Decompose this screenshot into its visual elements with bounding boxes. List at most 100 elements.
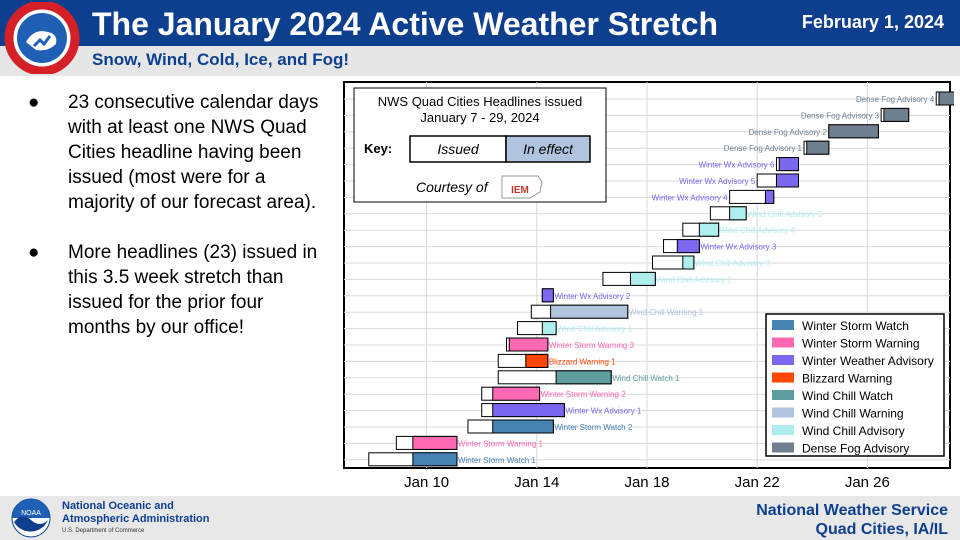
legend-entry: Dense Fog Advisory — [802, 442, 909, 456]
x-tick-label: Jan 10 — [404, 474, 449, 491]
in-effect-bar — [629, 271, 656, 286]
bar-label: Wind Chill Watch 1 — [612, 374, 680, 383]
legend-swatch — [772, 442, 794, 453]
bar-label: Blizzard Warning 1 — [549, 357, 616, 366]
legend-swatch — [772, 390, 794, 400]
key-issued-label: Issued — [437, 141, 479, 157]
page-subtitle: Snow, Wind, Cold, Ice, and Fog! — [92, 50, 350, 69]
chart-subtitle: January 7 - 29, 2024 — [420, 110, 539, 125]
key-in-effect-label: In effect — [523, 141, 574, 157]
bullet-text: 23 consecutive calendar days with at lea… — [68, 92, 319, 213]
in-effect-bar — [492, 403, 565, 418]
footer-bar — [0, 496, 960, 540]
in-effect-bar — [525, 353, 549, 368]
legend-entry: Wind Chill Watch — [802, 389, 893, 403]
bar-label: Dense Fog Advisory 2 — [749, 128, 828, 137]
in-effect-bar — [541, 321, 557, 336]
bar-label: Winter Wx Advisory 6 — [698, 161, 775, 170]
courtesy-label: Courtesy of — [416, 179, 490, 195]
in-effect-bar — [828, 124, 879, 139]
in-effect-bar — [764, 189, 775, 204]
noaa-name: National Oceanic and Atmospheric Adminis… — [62, 500, 210, 526]
bar-label: Winter Storm Watch 2 — [554, 423, 632, 432]
in-effect-bar — [550, 304, 629, 319]
in-effect-bar — [883, 107, 910, 122]
bar-label: Wind Chill Advisory 2 — [656, 275, 732, 284]
noaa-logo-icon: NOAA — [11, 498, 51, 538]
bar-label: Winter Storm Warning 1 — [458, 439, 544, 448]
in-effect-bar — [676, 239, 700, 254]
legend-entry: Wind Chill Advisory — [802, 424, 905, 438]
in-effect-bar — [938, 91, 954, 106]
bullet-list: ● 23 consecutive calendar days with at l… — [28, 90, 328, 365]
x-tick-label: Jan 18 — [624, 474, 669, 491]
nws-line1: National Weather Service — [756, 502, 948, 519]
bar-label: Dense Fog Advisory 4 — [856, 95, 935, 104]
legend-swatch — [772, 425, 794, 435]
legend-box — [765, 313, 945, 457]
bullet-item: ● 23 consecutive calendar days with at l… — [28, 90, 328, 215]
bar-label: Wind Chill Advisory 4 — [720, 226, 796, 235]
nws-office: National Weather Service Quad Cities, IA… — [756, 501, 948, 539]
bullet-marker: ● — [28, 242, 40, 263]
in-effect-bar — [806, 140, 830, 155]
bar-label: Winter Storm Watch 1 — [458, 456, 536, 465]
legend-swatch — [772, 337, 794, 348]
noaa-line1: National Oceanic and — [62, 500, 174, 512]
bar-label: Winter Wx Advisory 5 — [679, 177, 756, 186]
bar-label: Dense Fog Advisory 1 — [724, 144, 803, 153]
legend-swatch — [772, 407, 794, 418]
bar-label: Winter Storm Warning 2 — [541, 390, 627, 399]
legend-entry: Blizzard Warning — [802, 372, 892, 386]
key-issued-swatch — [409, 135, 507, 163]
in-effect-bar — [492, 419, 554, 434]
bar-label: Winter Wx Advisory 4 — [652, 193, 729, 202]
in-effect-bar — [412, 435, 458, 450]
in-effect-bar — [729, 206, 747, 221]
x-tick-label: Jan 26 — [845, 474, 890, 491]
legend-entry: Winter Storm Warning — [802, 337, 920, 351]
iem-logo-icon — [501, 175, 543, 199]
page-title: The January 2024 Active Weather Stretch — [92, 6, 719, 42]
chart-title: NWS Quad Cities Headlines issued — [378, 94, 582, 109]
in-effect-bar — [682, 255, 695, 270]
noaa-logo-text: NOAA — [21, 510, 41, 517]
key-label: Key: — [364, 141, 392, 156]
bar-label: Wind Chill Advisory 1 — [557, 325, 633, 334]
bar-label: Dense Fog Advisory 3 — [801, 111, 880, 120]
legend-entry: Winter Storm Watch — [802, 319, 909, 333]
bar-label: Wind Chill Advisory 5 — [747, 210, 823, 219]
headline-gantt-chart: Jan 10 Jan 14 Jan 18 Jan 22 Jan 26 Winter Sto… — [343, 81, 954, 491]
bar-label: Winter Storm Warning 3 — [549, 341, 635, 350]
x-tick-label: Jan 22 — [735, 474, 780, 491]
bullet-item: ● More headlines (23) issued in this 3.5… — [28, 240, 328, 340]
legend-entry: Wind Chill Warning — [802, 407, 904, 421]
legend-swatch — [772, 320, 794, 330]
legend-swatch — [772, 355, 794, 365]
in-effect-bar — [698, 222, 720, 237]
bar-label: Winter Wx Advisory 1 — [565, 407, 642, 416]
bar-label: Winter Wx Advisory 2 — [554, 292, 631, 301]
nws-line2: Quad Cities, IA/IL — [815, 521, 948, 538]
in-effect-bar — [778, 157, 799, 172]
noaa-department: U.S. Department of Commerce — [62, 528, 145, 534]
noaa-line2: Atmospheric Administration — [62, 513, 210, 525]
in-effect-bar — [775, 173, 799, 188]
iem-logo-text: IEM — [511, 185, 529, 196]
bar-label: Wind Chill Warning 1 — [629, 308, 704, 317]
legend-swatch — [772, 372, 794, 383]
nws-logo-icon — [4, 2, 80, 74]
in-effect-bar — [541, 288, 554, 303]
x-tick-label: Jan 14 — [514, 474, 559, 491]
header-date: February 1, 2024 — [801, 12, 944, 32]
subtitle-bar — [0, 46, 960, 76]
bullet-marker: ● — [28, 92, 40, 113]
in-effect-bar — [412, 452, 458, 467]
in-effect-bar — [555, 370, 612, 385]
bar-label: Winter Wx Advisory 3 — [700, 243, 777, 252]
in-effect-bar — [492, 386, 541, 401]
bar-label: Wind Chill Advisory 3 — [695, 259, 771, 268]
legend-entry: Winter Weather Advisory — [802, 354, 934, 368]
in-effect-bar — [508, 337, 549, 352]
key-in-effect-swatch — [505, 135, 591, 163]
